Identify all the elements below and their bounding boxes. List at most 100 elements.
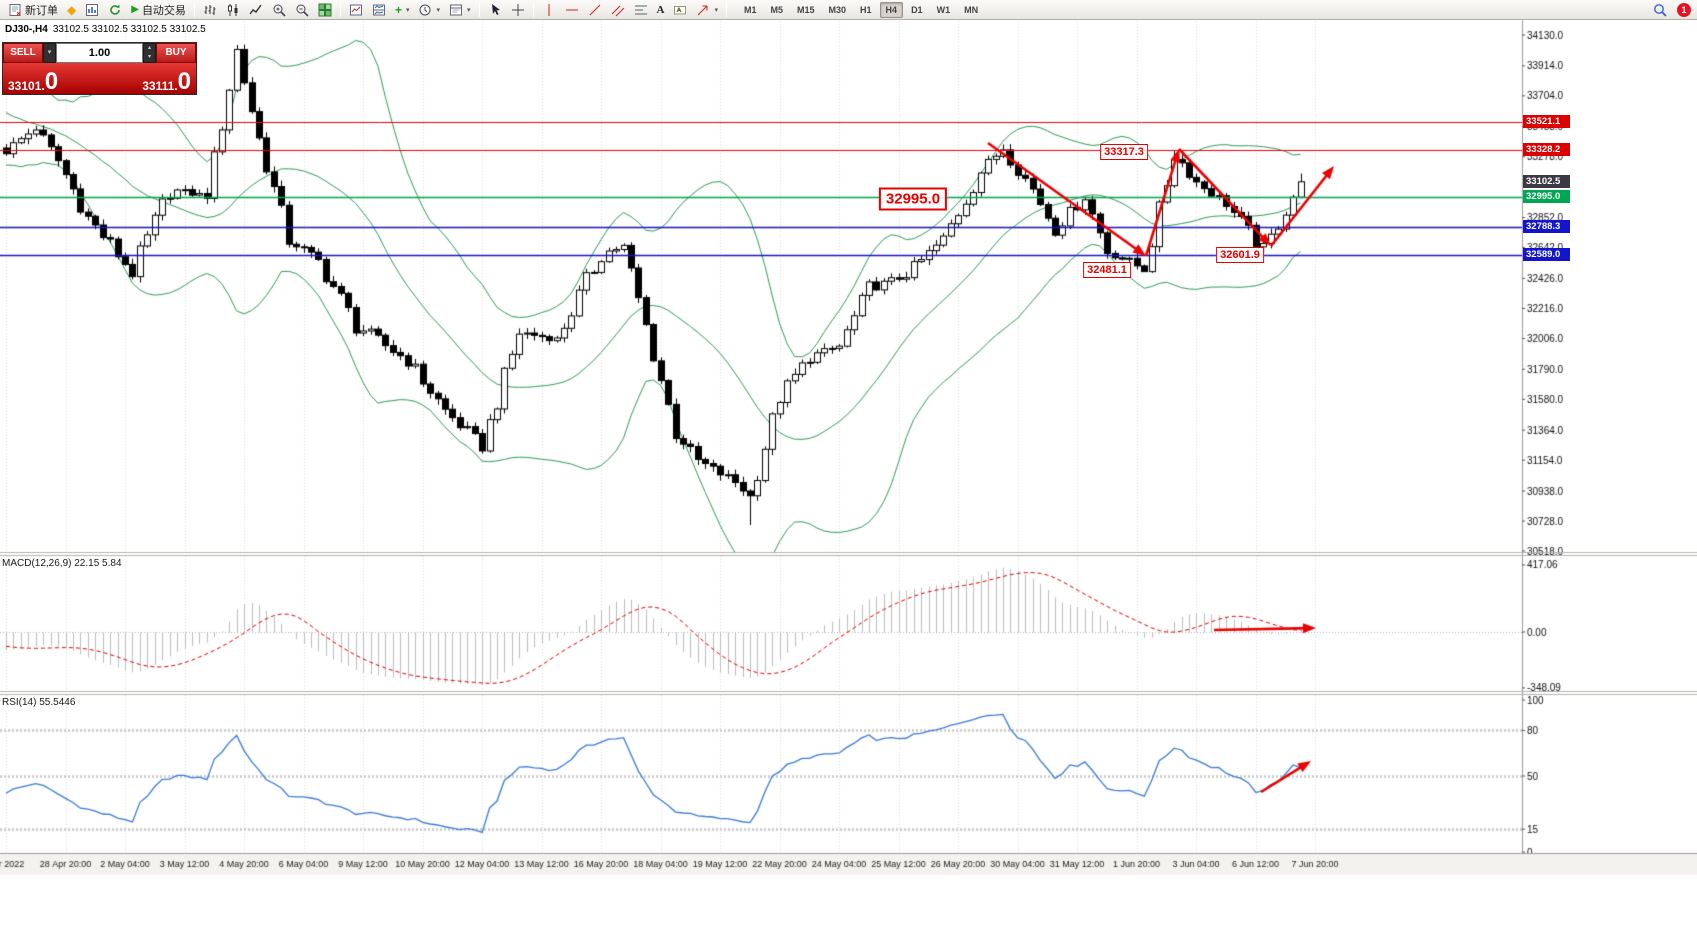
profiles-button[interactable] bbox=[81, 1, 103, 19]
zoom-out-button[interactable] bbox=[291, 1, 313, 19]
fibonacci-button[interactable] bbox=[630, 1, 652, 19]
trendline-button[interactable] bbox=[584, 1, 606, 19]
indicators-icon bbox=[349, 4, 362, 15]
chevron-down-icon: ▾ bbox=[714, 6, 718, 14]
volume-down-icon[interactable]: ▾ bbox=[147, 54, 151, 60]
shapes-button[interactable]: ▾ bbox=[692, 1, 722, 19]
clock-icon bbox=[419, 4, 431, 15]
symbol-period-label: DJ30-,H4 bbox=[5, 24, 48, 35]
sell-price-display[interactable]: 33101. 0 bbox=[8, 68, 59, 95]
metaquotes-button[interactable]: ◆ bbox=[63, 1, 80, 19]
text-button[interactable]: A bbox=[653, 1, 669, 19]
volume-up-icon[interactable]: ▴ bbox=[147, 45, 151, 51]
sell-price: 33101. bbox=[8, 79, 45, 93]
equidistant-channel-icon bbox=[611, 5, 624, 16]
timeframe-mn-button[interactable]: MN bbox=[964, 4, 979, 15]
zoom-out-icon bbox=[296, 4, 309, 17]
auto-trading-label: 自动交易 bbox=[141, 4, 186, 17]
toolbar-right-group: 1 bbox=[1649, 1, 1693, 19]
price-annotation[interactable]: 32481.1 bbox=[1083, 262, 1131, 278]
metaquotes-diamond-icon: ◆ bbox=[67, 2, 77, 17]
cursor-icon bbox=[491, 3, 500, 15]
cursor-button[interactable] bbox=[484, 1, 506, 19]
volume-input[interactable] bbox=[56, 43, 143, 63]
ohlc-values: 33102.5 33102.5 33102.5 33102.5 bbox=[52, 24, 206, 35]
new-order-icon bbox=[9, 3, 21, 16]
main-toolbar: 新订单 ◆ ▶ 自动交易 bbox=[0, 0, 1697, 20]
tile-windows-button[interactable] bbox=[314, 1, 336, 19]
search-icon bbox=[1654, 3, 1667, 17]
vertical-line-button[interactable] bbox=[538, 1, 560, 19]
timeframe-m30-button[interactable]: M30 bbox=[828, 4, 847, 15]
main-chart-plot[interactable] bbox=[0, 20, 1522, 552]
timeframe-h1-button[interactable]: H1 bbox=[860, 4, 872, 15]
auto-trading-button[interactable]: ▶ 自动交易 bbox=[127, 1, 190, 19]
timeframe-toolbar: M1 M5 M15 M30 H1 H4 D1 W1 MN bbox=[737, 1, 985, 18]
line-chart-button[interactable] bbox=[245, 1, 267, 19]
axis-marker-support-line: 32589.0 bbox=[1523, 248, 1570, 262]
one-click-controls-row: SELL ▾ ▴ ▾ BUY bbox=[3, 43, 196, 63]
profiles-icon bbox=[86, 3, 99, 16]
timeframe-h4-button[interactable]: H4 bbox=[879, 1, 904, 18]
rsi-panel-plot[interactable] bbox=[0, 695, 1522, 852]
text-label-button[interactable] bbox=[669, 1, 691, 19]
crosshair-icon bbox=[511, 3, 524, 16]
search-button[interactable] bbox=[1649, 1, 1671, 19]
macd-panel-plot[interactable] bbox=[0, 556, 1522, 691]
volume-dropdown-caret[interactable]: ▾ bbox=[43, 43, 56, 63]
price-annotation[interactable]: 33317.3 bbox=[1100, 144, 1148, 160]
auto-trading-play-icon: ▶ bbox=[131, 3, 139, 15]
refresh-button[interactable] bbox=[104, 1, 126, 19]
toolbar-separator bbox=[532, 2, 534, 17]
bar-chart-button[interactable] bbox=[199, 1, 221, 19]
templates-button[interactable]: ▾ bbox=[445, 1, 475, 19]
horizontal-line-button[interactable] bbox=[561, 1, 583, 19]
toolbar-separator bbox=[478, 2, 480, 17]
candlestick-icon bbox=[227, 3, 238, 16]
price-annotation[interactable]: 32995.0 bbox=[878, 187, 948, 211]
add-indicator-button[interactable]: + ▾ bbox=[391, 1, 414, 19]
chevron-down-icon: ▾ bbox=[405, 6, 410, 14]
one-click-trading-panel: SELL ▾ ▴ ▾ BUY 33101.0 33111.0 bbox=[2, 42, 197, 95]
axis-marker-pivot-line: 32995.0 bbox=[1523, 190, 1570, 204]
axis-marker-support-line: 32788.3 bbox=[1523, 219, 1570, 233]
buy-price-display[interactable]: 33111. 0 bbox=[142, 68, 191, 95]
line-chart-icon bbox=[249, 4, 262, 14]
timeframe-m1-button[interactable]: M1 bbox=[743, 4, 757, 15]
buy-button[interactable]: BUY bbox=[156, 43, 196, 63]
indicators-button[interactable] bbox=[345, 1, 367, 19]
axis-marker-current-price: 33102.5 bbox=[1523, 174, 1570, 188]
crosshair-button[interactable] bbox=[507, 1, 529, 19]
price-annotation[interactable]: 32601.9 bbox=[1216, 247, 1264, 263]
timeframe-m5-button[interactable]: M5 bbox=[770, 4, 783, 15]
horizontal-line-icon bbox=[565, 9, 578, 10]
volume-stepper[interactable]: ▴ ▾ bbox=[143, 43, 156, 63]
arrow-shape-icon bbox=[698, 5, 708, 15]
zoom-in-icon bbox=[273, 4, 286, 17]
toolbar-separator bbox=[193, 2, 195, 17]
template-icon bbox=[449, 4, 462, 15]
toolbar-separator bbox=[725, 2, 727, 17]
zoom-in-button[interactable] bbox=[268, 1, 290, 19]
macd-indicator-header: MACD(12,26,9) 22.15 5.84 bbox=[2, 558, 122, 569]
new-order-button[interactable]: 新订单 bbox=[4, 1, 62, 19]
channel-button[interactable] bbox=[607, 1, 629, 19]
refresh-icon bbox=[110, 4, 121, 15]
new-order-label: 新订单 bbox=[25, 4, 58, 17]
tile-windows-icon bbox=[318, 3, 332, 16]
timeframe-w1-button[interactable]: W1 bbox=[936, 4, 951, 15]
add-indicator-plus-icon: + bbox=[394, 2, 402, 17]
time-axis[interactable] bbox=[0, 853, 1697, 875]
candlestick-chart-button[interactable] bbox=[222, 1, 244, 19]
sell-button[interactable]: SELL bbox=[3, 43, 43, 63]
indicator-windows-icon bbox=[372, 4, 385, 15]
periods-button[interactable]: ▾ bbox=[414, 1, 444, 19]
buy-price-big-digit: 0 bbox=[177, 68, 191, 95]
buy-price: 33111. bbox=[142, 79, 178, 93]
sell-price-big-digit: 0 bbox=[44, 68, 59, 95]
timeframe-m15-button[interactable]: M15 bbox=[797, 4, 815, 15]
notification-badge[interactable]: 1 bbox=[1677, 2, 1691, 17]
indicator-windows-button[interactable] bbox=[368, 1, 390, 19]
timeframe-d1-button[interactable]: D1 bbox=[911, 4, 923, 15]
